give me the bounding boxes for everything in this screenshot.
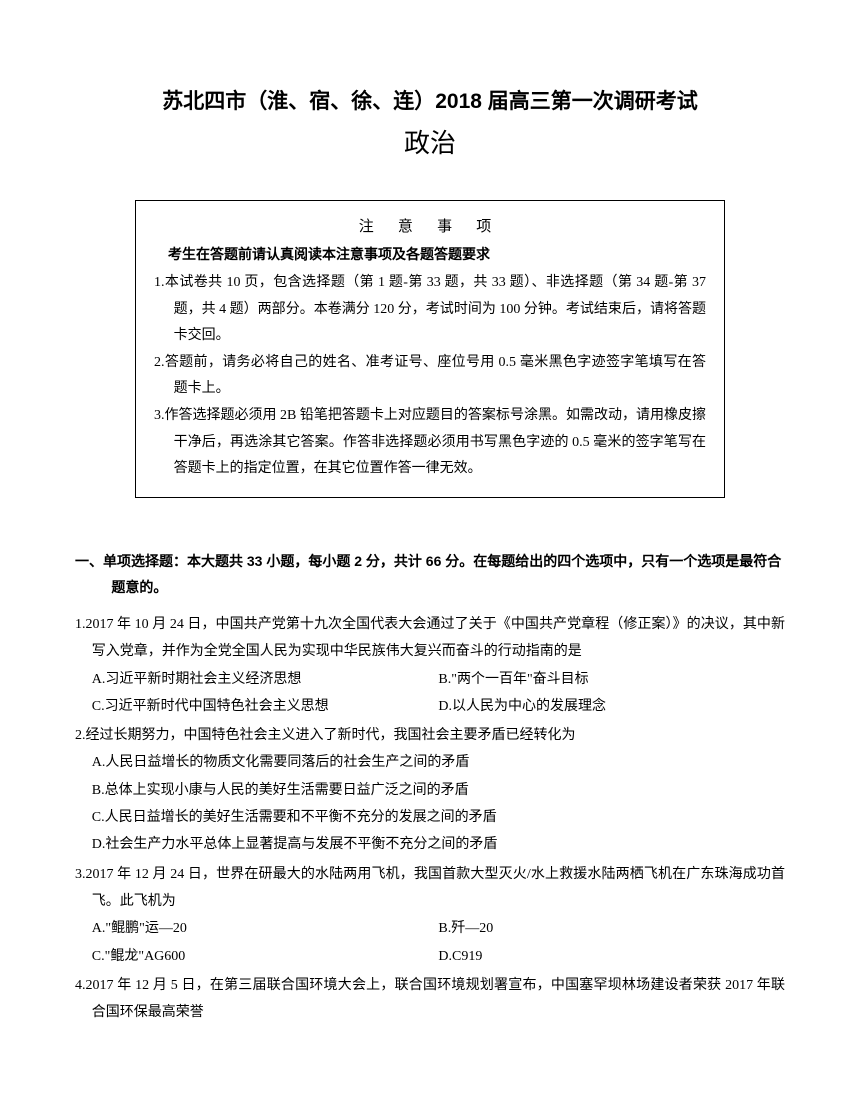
- question-2: 2.经过长期努力，中国特色社会主义进入了新时代，我国社会主要矛盾已经转化为 A.…: [75, 722, 785, 858]
- option-a: A.习近平新时期社会主义经济思想: [92, 666, 439, 693]
- question-text: 1.2017 年 10 月 24 日，中国共产党第十九次全国代表大会通过了关于《…: [75, 611, 785, 666]
- question-text: 3.2017 年 12 月 24 日，世界在研最大的水陆两用飞机，我国首款大型灭…: [75, 861, 785, 916]
- question-4: 4.2017 年 12 月 5 日，在第三届联合国环境大会上，联合国环境规划署宣…: [75, 972, 785, 1027]
- notice-item: 3.作答选择题必须用 2B 铅笔把答题卡上对应题目的答案标号涂黑。如需改动，请用…: [154, 403, 706, 483]
- question-1: 1.2017 年 10 月 24 日，中国共产党第十九次全国代表大会通过了关于《…: [75, 611, 785, 720]
- option-d: D.社会生产力水平总体上显著提高与发展不平衡不充分之间的矛盾: [75, 831, 785, 858]
- question-text: 2.经过长期努力，中国特色社会主义进入了新时代，我国社会主要矛盾已经转化为: [75, 722, 785, 749]
- question-text: 4.2017 年 12 月 5 日，在第三届联合国环境大会上，联合国环境规划署宣…: [75, 972, 785, 1027]
- option-b: B."两个一百年"奋斗目标: [438, 666, 785, 693]
- option-a: A.人民日益增长的物质文化需要同落后的社会生产之间的矛盾: [75, 749, 785, 776]
- option-a: A."鲲鹏"运—20: [92, 915, 439, 942]
- option-b: B.总体上实现小康与人民的美好生活需要日益广泛之间的矛盾: [75, 777, 785, 804]
- option-c: C."鲲龙"AG600: [92, 943, 439, 970]
- exam-title: 苏北四市（淮、宿、徐、连）2018 届高三第一次调研考试: [75, 85, 785, 115]
- option-d: D.C919: [438, 943, 785, 970]
- option-d: D.以人民为中心的发展理念: [438, 693, 785, 720]
- notice-box: 注 意 事 项 考生在答题前请认真阅读本注意事项及各题答题要求 1.本试卷共 1…: [135, 200, 725, 498]
- notice-subtitle: 考生在答题前请认真阅读本注意事项及各题答题要求: [154, 244, 706, 264]
- question-3: 3.2017 年 12 月 24 日，世界在研最大的水陆两用飞机，我国首款大型灭…: [75, 861, 785, 970]
- notice-item: 1.本试卷共 10 页，包含选择题（第 1 题-第 33 题，共 33 题）、非…: [154, 270, 706, 350]
- exam-subject: 政治: [75, 123, 785, 160]
- section-header: 一、单项选择题：本大题共 33 小题，每小题 2 分，共计 66 分。在每题给出…: [75, 548, 785, 601]
- notice-title: 注 意 事 项: [154, 215, 706, 236]
- notice-item: 2.答题前，请务必将自己的姓名、准考证号、座位号用 0.5 毫米黑色字迹签字笔填…: [154, 350, 706, 403]
- option-c: C.人民日益增长的美好生活需要和不平衡不充分的发展之间的矛盾: [75, 804, 785, 831]
- option-b: B.歼—20: [438, 915, 785, 942]
- option-c: C.习近平新时代中国特色社会主义思想: [92, 693, 439, 720]
